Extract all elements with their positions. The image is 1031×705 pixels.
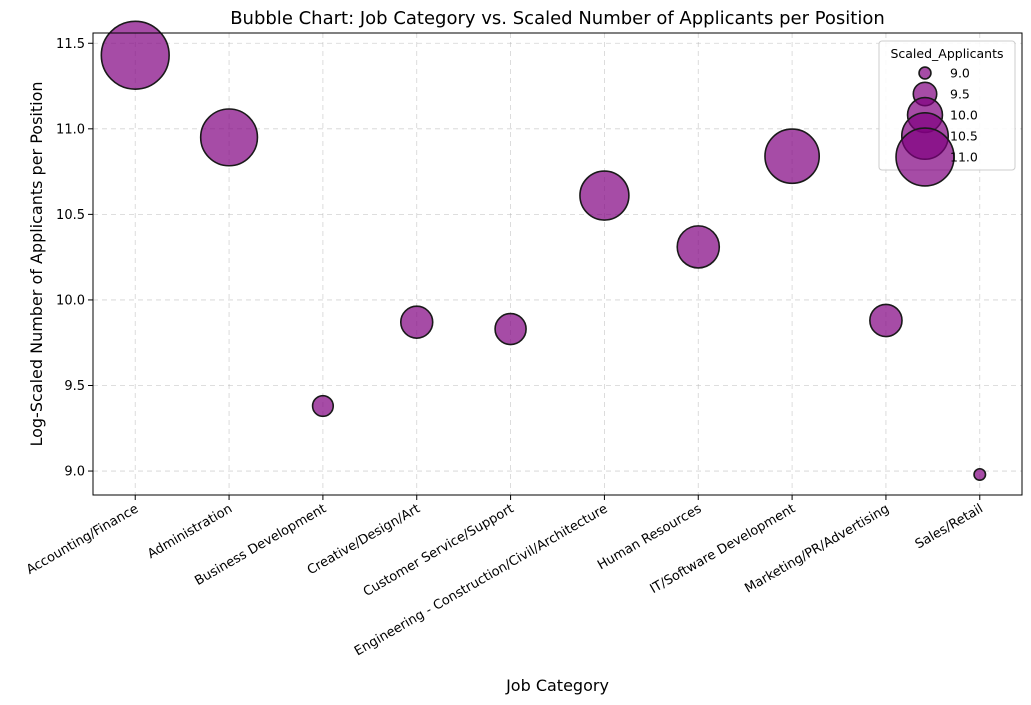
legend-title: Scaled_Applicants [890,46,1003,61]
legend-label: 10.0 [950,108,978,123]
chart-title: Bubble Chart: Job Category vs. Scaled Nu… [230,8,885,29]
legend-label: 9.0 [950,66,970,81]
x-tick-label: Accounting/Finance [24,501,141,577]
bubble-point [311,394,335,418]
bubble-point [869,303,903,338]
y-tick-label: 10.0 [56,293,85,308]
axis-layer: 9.0 9.5 10.0 10.5 11.0 11.5 Accounting/Finance… [24,32,1023,659]
x-tick-label: Administration [145,501,235,562]
bubble-point [579,170,630,221]
legend-bubble [918,66,932,80]
y-tick-label: 9.5 [64,379,85,394]
y-tick-label: 9.0 [64,465,85,480]
bubble-point [973,467,987,481]
legend-label: 9.5 [950,87,970,102]
y-tick-label: 11.0 [56,122,85,137]
bubble-layer [100,20,987,481]
x-tick-label: Sales/Retail [913,501,986,552]
y-tick-label: 10.5 [56,208,85,223]
bubble-point [199,108,259,167]
x-axis-label: Job Category [505,676,609,695]
y-axis-label: Log-Scaled Number of Applicants per Posi… [27,81,46,446]
plot-frame [92,32,1023,496]
bubble-point [494,312,527,346]
bubble-point [399,305,434,339]
bubble-point [764,128,821,185]
legend: Scaled_Applicants 9.0 9.5 10.0 10.5 11.0 [878,40,1016,187]
legend-label: 11.0 [950,150,978,165]
bubble-point [100,20,170,90]
bubble-point [676,225,721,269]
legend-bubble [895,127,955,187]
y-tick-label: 11.5 [56,37,85,52]
legend-label: 10.5 [950,129,978,144]
x-tick-label: Customer Service/Support [361,501,517,600]
